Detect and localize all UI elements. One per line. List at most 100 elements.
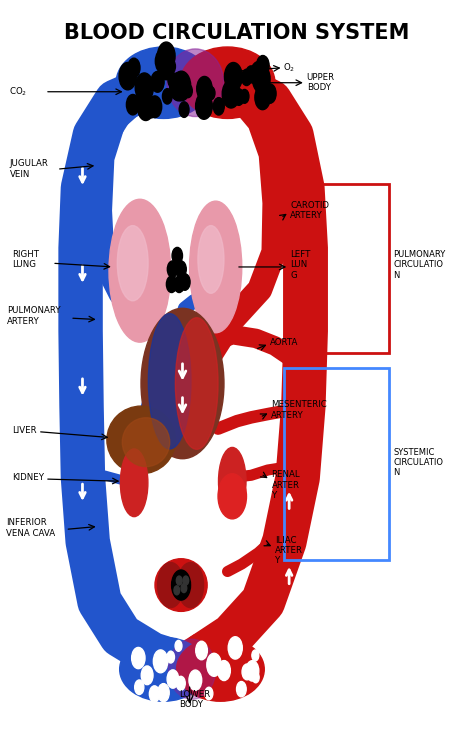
Circle shape	[222, 80, 240, 108]
Text: CO$_2$: CO$_2$	[9, 86, 27, 98]
Circle shape	[196, 92, 212, 120]
Circle shape	[172, 71, 191, 101]
Circle shape	[189, 670, 202, 690]
Circle shape	[237, 681, 246, 697]
Circle shape	[141, 666, 153, 684]
Ellipse shape	[218, 474, 246, 519]
Circle shape	[179, 102, 189, 117]
Circle shape	[225, 62, 242, 91]
Text: CAROTID
ARTERY: CAROTID ARTERY	[290, 201, 329, 220]
Circle shape	[255, 85, 270, 110]
Ellipse shape	[180, 47, 275, 119]
Text: INFERIOR
VENA CAVA: INFERIOR VENA CAVA	[6, 518, 55, 538]
Text: LOWER
BODY: LOWER BODY	[179, 690, 210, 709]
Text: RENAL
ARTER
Y: RENAL ARTER Y	[272, 470, 300, 500]
Circle shape	[234, 89, 244, 105]
Ellipse shape	[148, 314, 191, 449]
Ellipse shape	[109, 199, 171, 342]
Circle shape	[175, 641, 182, 651]
Circle shape	[207, 653, 221, 676]
Bar	[284, 184, 389, 353]
Circle shape	[252, 672, 259, 683]
Circle shape	[166, 59, 175, 74]
Circle shape	[158, 684, 169, 702]
Circle shape	[155, 50, 170, 73]
Circle shape	[251, 62, 266, 86]
Ellipse shape	[172, 570, 191, 600]
Circle shape	[264, 84, 276, 103]
Ellipse shape	[175, 317, 218, 449]
Text: SYSTEMIC
CIRCULATIO
N: SYSTEMIC CIRCULATIO N	[393, 447, 443, 478]
Text: MESENTERIC
ARTERY: MESENTERIC ARTERY	[271, 400, 327, 420]
Text: LEFT
LUN
G: LEFT LUN G	[290, 250, 310, 280]
Ellipse shape	[168, 639, 216, 699]
Circle shape	[135, 73, 154, 102]
Circle shape	[183, 576, 189, 585]
Circle shape	[132, 62, 139, 74]
Ellipse shape	[155, 559, 207, 611]
Ellipse shape	[176, 638, 264, 701]
Ellipse shape	[219, 447, 246, 515]
Text: LIVER: LIVER	[12, 426, 36, 435]
Ellipse shape	[198, 226, 224, 293]
Circle shape	[205, 687, 213, 700]
Circle shape	[151, 71, 164, 92]
Ellipse shape	[120, 449, 148, 517]
Circle shape	[240, 89, 249, 103]
Circle shape	[135, 680, 144, 695]
Circle shape	[137, 95, 154, 120]
Circle shape	[127, 95, 139, 115]
Text: JUGULAR
VEIN: JUGULAR VEIN	[9, 159, 48, 179]
Circle shape	[172, 247, 182, 264]
Ellipse shape	[122, 418, 170, 466]
Circle shape	[176, 676, 185, 690]
Circle shape	[128, 58, 140, 77]
Ellipse shape	[119, 638, 207, 701]
Circle shape	[174, 276, 184, 293]
Text: UPPER
BODY: UPPER BODY	[307, 73, 335, 92]
Circle shape	[167, 651, 174, 663]
Circle shape	[201, 80, 208, 92]
Circle shape	[168, 73, 178, 88]
Circle shape	[246, 661, 259, 681]
Circle shape	[253, 65, 270, 93]
Text: PULMONARY
ARTERY: PULMONARY ARTERY	[7, 306, 61, 326]
Ellipse shape	[116, 47, 211, 119]
Circle shape	[119, 62, 137, 89]
Circle shape	[157, 51, 169, 70]
Ellipse shape	[190, 201, 242, 332]
Circle shape	[196, 641, 208, 660]
Circle shape	[163, 89, 172, 104]
Circle shape	[170, 72, 188, 101]
Bar	[284, 368, 389, 560]
Circle shape	[213, 98, 224, 115]
Text: RIGHT
LUNG: RIGHT LUNG	[12, 250, 39, 269]
Circle shape	[167, 261, 178, 277]
Circle shape	[241, 69, 252, 86]
Circle shape	[132, 647, 145, 669]
Circle shape	[148, 96, 162, 117]
Circle shape	[218, 660, 230, 681]
Circle shape	[166, 276, 177, 293]
Text: ILIAC
ARTER
Y: ILIAC ARTER Y	[275, 535, 303, 566]
Circle shape	[256, 56, 269, 75]
Circle shape	[167, 670, 179, 688]
Text: BLOOD CIRCULATION SYSTEM: BLOOD CIRCULATION SYSTEM	[64, 23, 410, 43]
Circle shape	[160, 49, 172, 68]
Circle shape	[157, 42, 175, 70]
Circle shape	[146, 102, 156, 118]
Text: O$_2$: O$_2$	[283, 62, 296, 74]
Text: AORTA: AORTA	[270, 338, 299, 347]
Circle shape	[174, 586, 180, 595]
Text: PULMONARY
CIRCULATIO
N: PULMONARY CIRCULATIO N	[393, 250, 446, 280]
Circle shape	[242, 664, 252, 680]
Circle shape	[160, 61, 172, 80]
Circle shape	[154, 650, 168, 673]
Ellipse shape	[117, 226, 148, 301]
Ellipse shape	[107, 406, 175, 474]
Circle shape	[176, 261, 186, 277]
Circle shape	[207, 86, 215, 100]
Circle shape	[149, 686, 160, 702]
Circle shape	[246, 66, 256, 83]
Circle shape	[184, 84, 192, 98]
